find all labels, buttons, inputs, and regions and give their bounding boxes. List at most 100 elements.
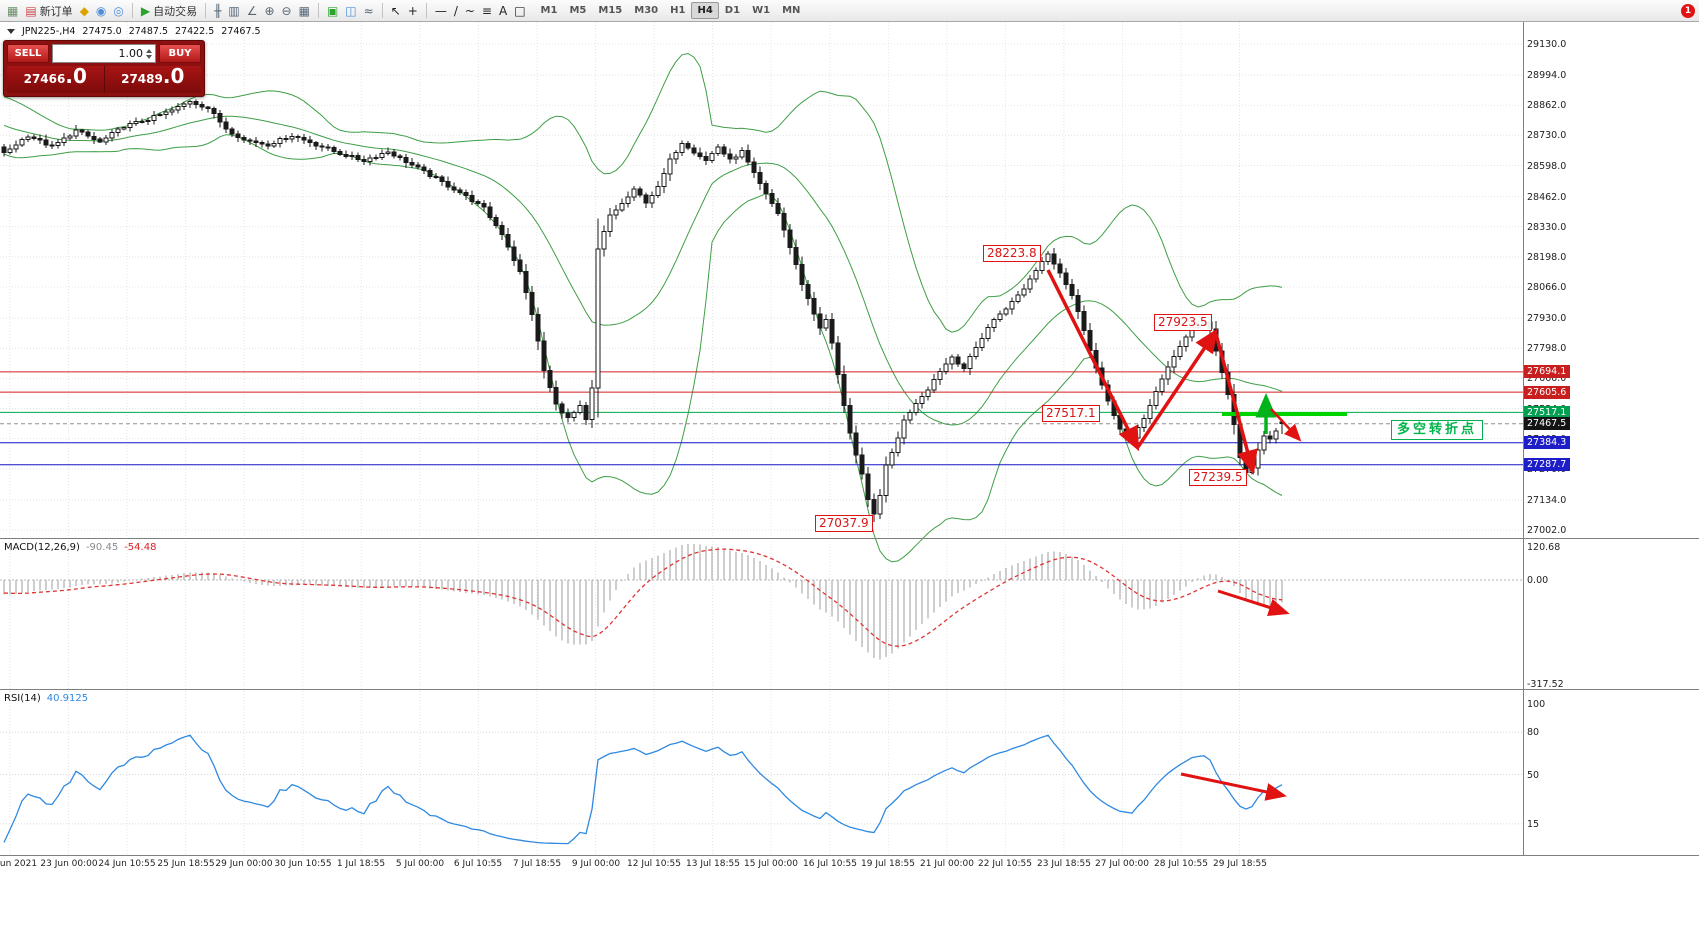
line-chart-icon: ∠	[246, 3, 258, 18]
autotrading-icon: ▶	[140, 3, 151, 18]
buy-price[interactable]: 27489.0	[104, 66, 201, 93]
text-tool-icon: A	[498, 3, 508, 18]
fibonacci-tool-icon: ≡	[481, 3, 492, 18]
market-watch-icon[interactable]: ◉	[93, 2, 109, 20]
navigator-icon: ◎	[113, 3, 124, 18]
chart-shift-icon: ◫	[345, 3, 357, 18]
spinner-down-icon[interactable]	[146, 54, 152, 59]
new-chart-button[interactable]: ▦	[4, 2, 21, 20]
trend-arrow	[1270, 408, 1302, 442]
trendline-tool-button[interactable]: /	[451, 2, 461, 20]
trendline-tool-icon: /	[453, 3, 458, 18]
timeframe-m1[interactable]: M1	[540, 5, 558, 16]
bar-chart-icon: ╫	[214, 3, 222, 18]
bar-chart-button[interactable]: ╫	[211, 2, 224, 20]
symbol-info: JPN225-,H4 27475.0 27487.5 27422.5 27467…	[7, 26, 261, 37]
candlestick-chart-icon: ▥	[228, 3, 240, 18]
favorites-icon: ◆	[79, 3, 89, 18]
collapse-chart-icon[interactable]	[7, 29, 15, 34]
timeframe-m5[interactable]: M5	[569, 5, 587, 16]
spinner-up-icon[interactable]	[146, 48, 152, 53]
timeframe-m15[interactable]: M15	[598, 5, 623, 16]
timeframe-mn[interactable]: MN	[782, 5, 801, 16]
timeframe-toolbar: M1 M5 M15 M30 H1 H4 D1 W1 MN	[535, 2, 807, 19]
toolbar-separator	[381, 3, 383, 18]
toolbar-separator	[317, 3, 319, 18]
rsi-label: RSI(14) 40.9125	[4, 693, 88, 704]
autotrading-button-label: 自动交易	[153, 4, 198, 18]
hline-tool-button[interactable]: —	[432, 2, 450, 20]
zoom-out-icon: ⊖	[281, 3, 292, 18]
toolbar-right: 1	[1681, 3, 1695, 18]
timeframe-w1[interactable]: W1	[752, 5, 771, 16]
autotrading-button[interactable]: ▶ 自动交易	[138, 2, 200, 20]
macd-signal-value: -54.48	[124, 542, 157, 553]
trend-arrow	[1046, 269, 1140, 452]
indicators-button[interactable]: ≈	[361, 2, 377, 20]
trend-arrow	[1180, 772, 1287, 801]
channel-tool-button[interactable]: ~	[462, 2, 478, 20]
crosshair-icon: +	[407, 3, 418, 18]
timeframe-h4[interactable]: H4	[691, 2, 719, 19]
rsi-name: RSI(14)	[4, 693, 41, 704]
candles	[1, 99, 1285, 522]
timeframe-d1[interactable]: D1	[724, 5, 741, 16]
toolbar-separator	[425, 3, 427, 18]
macd-name: MACD(12,26,9)	[4, 542, 80, 553]
auto-scroll-button[interactable]: ▣	[324, 2, 341, 20]
auto-scroll-icon: ▣	[326, 3, 339, 18]
new-order-icon: ▤	[25, 3, 37, 18]
timeframe-h1[interactable]: H1	[670, 5, 686, 16]
text-tool-button[interactable]: A	[496, 2, 510, 20]
volume-spinner[interactable]	[146, 48, 152, 59]
volume-value[interactable]: 1.00	[118, 47, 144, 60]
chart-shift-button[interactable]: ◫	[342, 2, 359, 20]
new-chart-icon: ▦	[7, 3, 19, 18]
indicators-icon: ≈	[363, 3, 374, 18]
zoom-out-button[interactable]: ⊖	[279, 2, 295, 20]
trend-arrow	[1136, 328, 1218, 448]
new-order-button[interactable]: ▤ 新订单	[22, 2, 75, 20]
shapes-tool-icon: □	[514, 3, 526, 18]
macd-main-value: -90.45	[85, 542, 119, 553]
bar-low: 27422.5	[175, 26, 215, 37]
bollinger-bands	[3, 52, 1283, 563]
trend-arrow	[1214, 333, 1258, 475]
fibonacci-tool-button[interactable]: ≡	[479, 2, 495, 20]
crosshair-button[interactable]: +	[405, 2, 421, 20]
hline-tool-icon: —	[434, 3, 447, 18]
macd-label: MACD(12,26,9) -90.45 -54.48	[4, 542, 156, 553]
volume-field[interactable]: 1.00	[52, 44, 156, 63]
toolbar: ▦ ▤ 新订单 ◆ ◉ ◎ ▶ 自动交易 ╫ ▥ ∠ ⊕ ⊖ ▦ ▣ ◫ ≈ ↖ + — / ~ ≡ A □ M1 M5 M15 M3…	[0, 0, 1699, 22]
tile-windows-icon: ▦	[298, 3, 310, 18]
candlestick-chart-button[interactable]: ▥	[225, 2, 242, 20]
cursor-icon: ↖	[390, 3, 401, 18]
notification-badge[interactable]: 1	[1681, 3, 1695, 18]
bar-close: 27467.5	[221, 26, 261, 37]
one-click-trading-panel: SELL 1.00 BUY 27466.0 27489.0	[3, 40, 205, 97]
zoom-in-icon: ⊕	[264, 3, 275, 18]
favorites-icon[interactable]: ◆	[77, 2, 92, 20]
shapes-tool-button[interactable]: □	[511, 2, 528, 20]
bar-high: 27487.5	[128, 26, 168, 37]
rsi-value: 40.9125	[46, 693, 89, 704]
toolbar-separator	[205, 3, 207, 18]
toolbar-items: ▦ ▤ 新订单 ◆ ◉ ◎ ▶ 自动交易 ╫ ▥ ∠ ⊕ ⊖ ▦ ▣ ◫ ≈ ↖ + — / ~ ≡ A □	[4, 2, 529, 20]
symbol-title: JPN225-,H4	[22, 26, 76, 37]
sell-price[interactable]: 27466.0	[7, 66, 105, 93]
one-click-top-row: SELL 1.00 BUY	[7, 44, 201, 63]
navigator-icon[interactable]: ◎	[110, 2, 126, 20]
trend-arrow	[1217, 589, 1290, 617]
toolbar-separator	[131, 3, 133, 18]
channel-tool-icon: ~	[464, 3, 475, 18]
tile-windows-button[interactable]: ▦	[296, 2, 313, 20]
timeframe-m30[interactable]: M30	[634, 5, 659, 16]
line-chart-button[interactable]: ∠	[244, 2, 261, 20]
zoom-in-button[interactable]: ⊕	[261, 2, 277, 20]
buy-button[interactable]: BUY	[159, 44, 201, 63]
cursor-button[interactable]: ↖	[388, 2, 404, 20]
macd-histogram	[3, 544, 1283, 660]
sell-button[interactable]: SELL	[7, 44, 49, 63]
